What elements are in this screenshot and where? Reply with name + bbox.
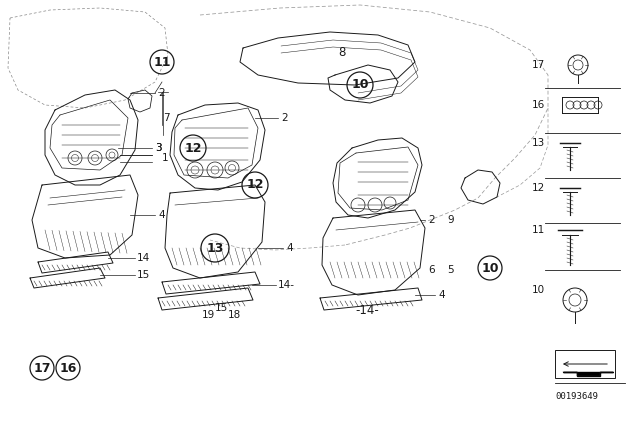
Text: 4: 4: [438, 290, 445, 300]
Text: 15: 15: [215, 303, 228, 313]
Text: 12: 12: [532, 183, 545, 193]
Text: 16: 16: [532, 100, 545, 110]
Text: 3: 3: [155, 143, 162, 153]
Text: 10: 10: [351, 78, 369, 91]
Text: 14-: 14-: [278, 280, 295, 290]
Text: 17: 17: [532, 60, 545, 70]
Text: 15: 15: [137, 270, 150, 280]
Text: 11: 11: [153, 56, 171, 69]
Text: 14: 14: [137, 253, 150, 263]
Text: 13: 13: [206, 241, 224, 254]
Text: 18: 18: [228, 310, 241, 320]
Text: 16: 16: [60, 362, 77, 375]
Text: 2: 2: [428, 215, 435, 225]
Text: 12: 12: [184, 142, 202, 155]
Text: 4: 4: [286, 243, 292, 253]
Text: 10: 10: [532, 285, 545, 295]
Text: -14-: -14-: [355, 303, 379, 316]
Text: 5: 5: [447, 265, 454, 275]
Text: 4: 4: [158, 210, 164, 220]
Text: 1: 1: [162, 153, 168, 163]
Text: 8: 8: [338, 46, 346, 59]
Text: 6: 6: [428, 265, 435, 275]
Bar: [555, 350, 615, 378]
Text: 13: 13: [532, 138, 545, 148]
Text: 9: 9: [447, 215, 454, 225]
Text: 10: 10: [481, 262, 499, 275]
Text: 19: 19: [202, 310, 215, 320]
Text: 2: 2: [281, 113, 287, 123]
Polygon shape: [563, 372, 613, 376]
Text: 11: 11: [532, 225, 545, 235]
Text: 00193649: 00193649: [555, 392, 598, 401]
Text: 7: 7: [163, 113, 170, 123]
Text: 3: 3: [155, 143, 162, 153]
Text: 17: 17: [33, 362, 51, 375]
Text: 12: 12: [246, 178, 264, 191]
Text: 2: 2: [158, 88, 164, 98]
